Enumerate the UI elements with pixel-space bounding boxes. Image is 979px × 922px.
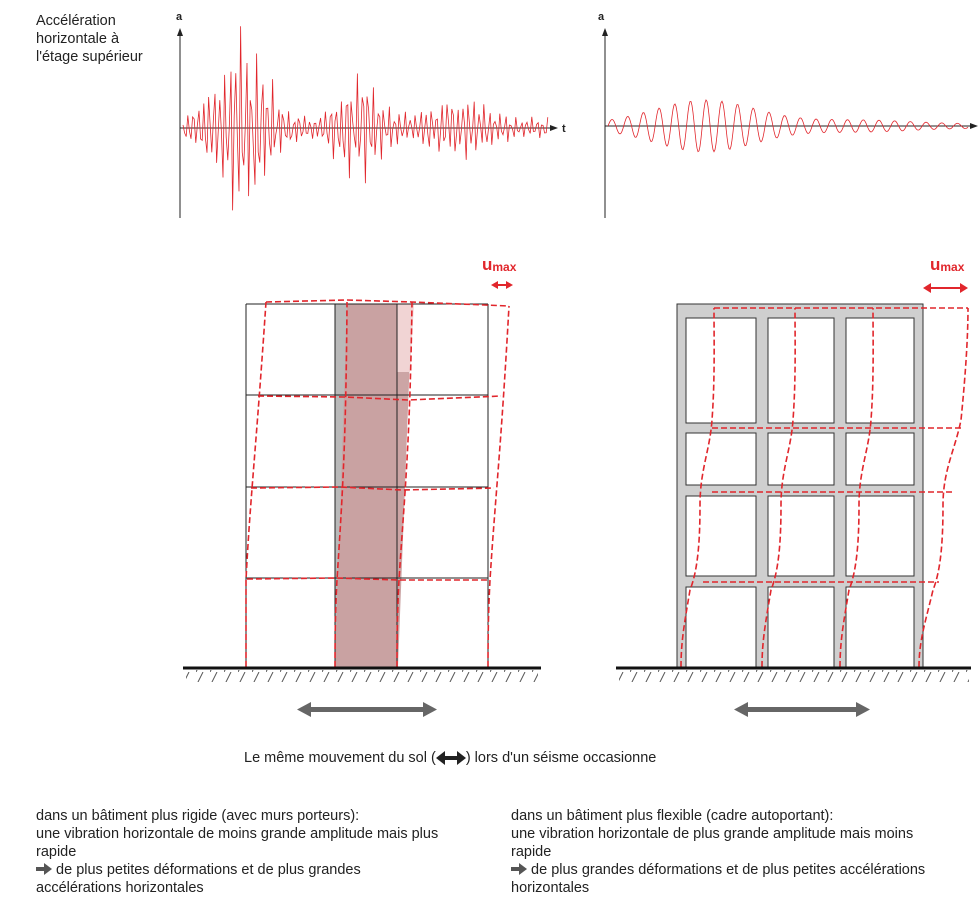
rigid-building-outline [245,303,489,667]
right-plot-a-label: a [598,11,605,23]
left-plot-t-label: t [562,123,566,135]
left-acceleration-signal [182,26,549,211]
right-description-line1: dans un bâtiment plus flexible (cadre au… [511,808,834,824]
caption: Le même mouvement du sol ( ) lors d'un sé… [244,749,844,767]
shear-wall-top-tint [397,304,414,372]
right-description-line3: de plus grandes déformations et de plus … [511,862,926,896]
row-label: Accélération horizontale à l'étage supér… [36,13,143,65]
right-plot-y-arrowhead [602,28,608,36]
left-description-line1: dans un bâtiment plus rigide (avec murs … [36,808,360,824]
right-description-line2: une vibration horizontale de plus grande… [511,826,914,860]
right-description: dans un bâtiment plus flexible (cadre au… [511,807,931,897]
left-description-line3-wrap: de plus petites déformations et de plus … [36,861,446,897]
ground-right [616,666,971,682]
left-acceleration-plot: a t [176,11,566,218]
left-description: dans un bâtiment plus rigide (avec murs … [36,807,446,897]
rigid-building-deformed-shape [245,299,510,668]
caption-before: Le même mouvement du sol ( [244,750,436,766]
right-acceleration-plot: a [598,11,978,218]
left-plot-x-arrowhead [550,125,558,131]
left-description-line2: une vibration horizontale de moins grand… [36,826,439,860]
umax-right: umax [923,255,968,293]
right-arrow-icon [511,863,527,875]
right-plot-x-arrowhead [970,123,978,129]
left-plot-y-arrowhead [177,28,183,36]
flexible-building [676,303,969,668]
right-acceleration-signal [607,99,969,153]
flexible-building-deformed-shape [680,307,969,668]
double-arrow-icon [435,751,466,765]
left-description-line3: de plus petites déformations et de plus … [36,862,361,896]
svg-text:umax: umax [482,255,517,274]
svg-text:umax: umax [930,255,965,274]
right-arrow-icon [36,863,52,875]
rigid-building [245,299,510,668]
left-plot-a-label: a [176,11,183,23]
ground-motion-arrow-right [734,702,870,717]
right-description-line3-wrap: de plus grandes déformations et de plus … [511,861,931,897]
ground-left [183,666,541,682]
caption-after: ) lors d'un séisme occasionne [465,750,657,766]
umax-left: umax [482,255,517,289]
ground-motion-arrow-left [297,702,437,717]
